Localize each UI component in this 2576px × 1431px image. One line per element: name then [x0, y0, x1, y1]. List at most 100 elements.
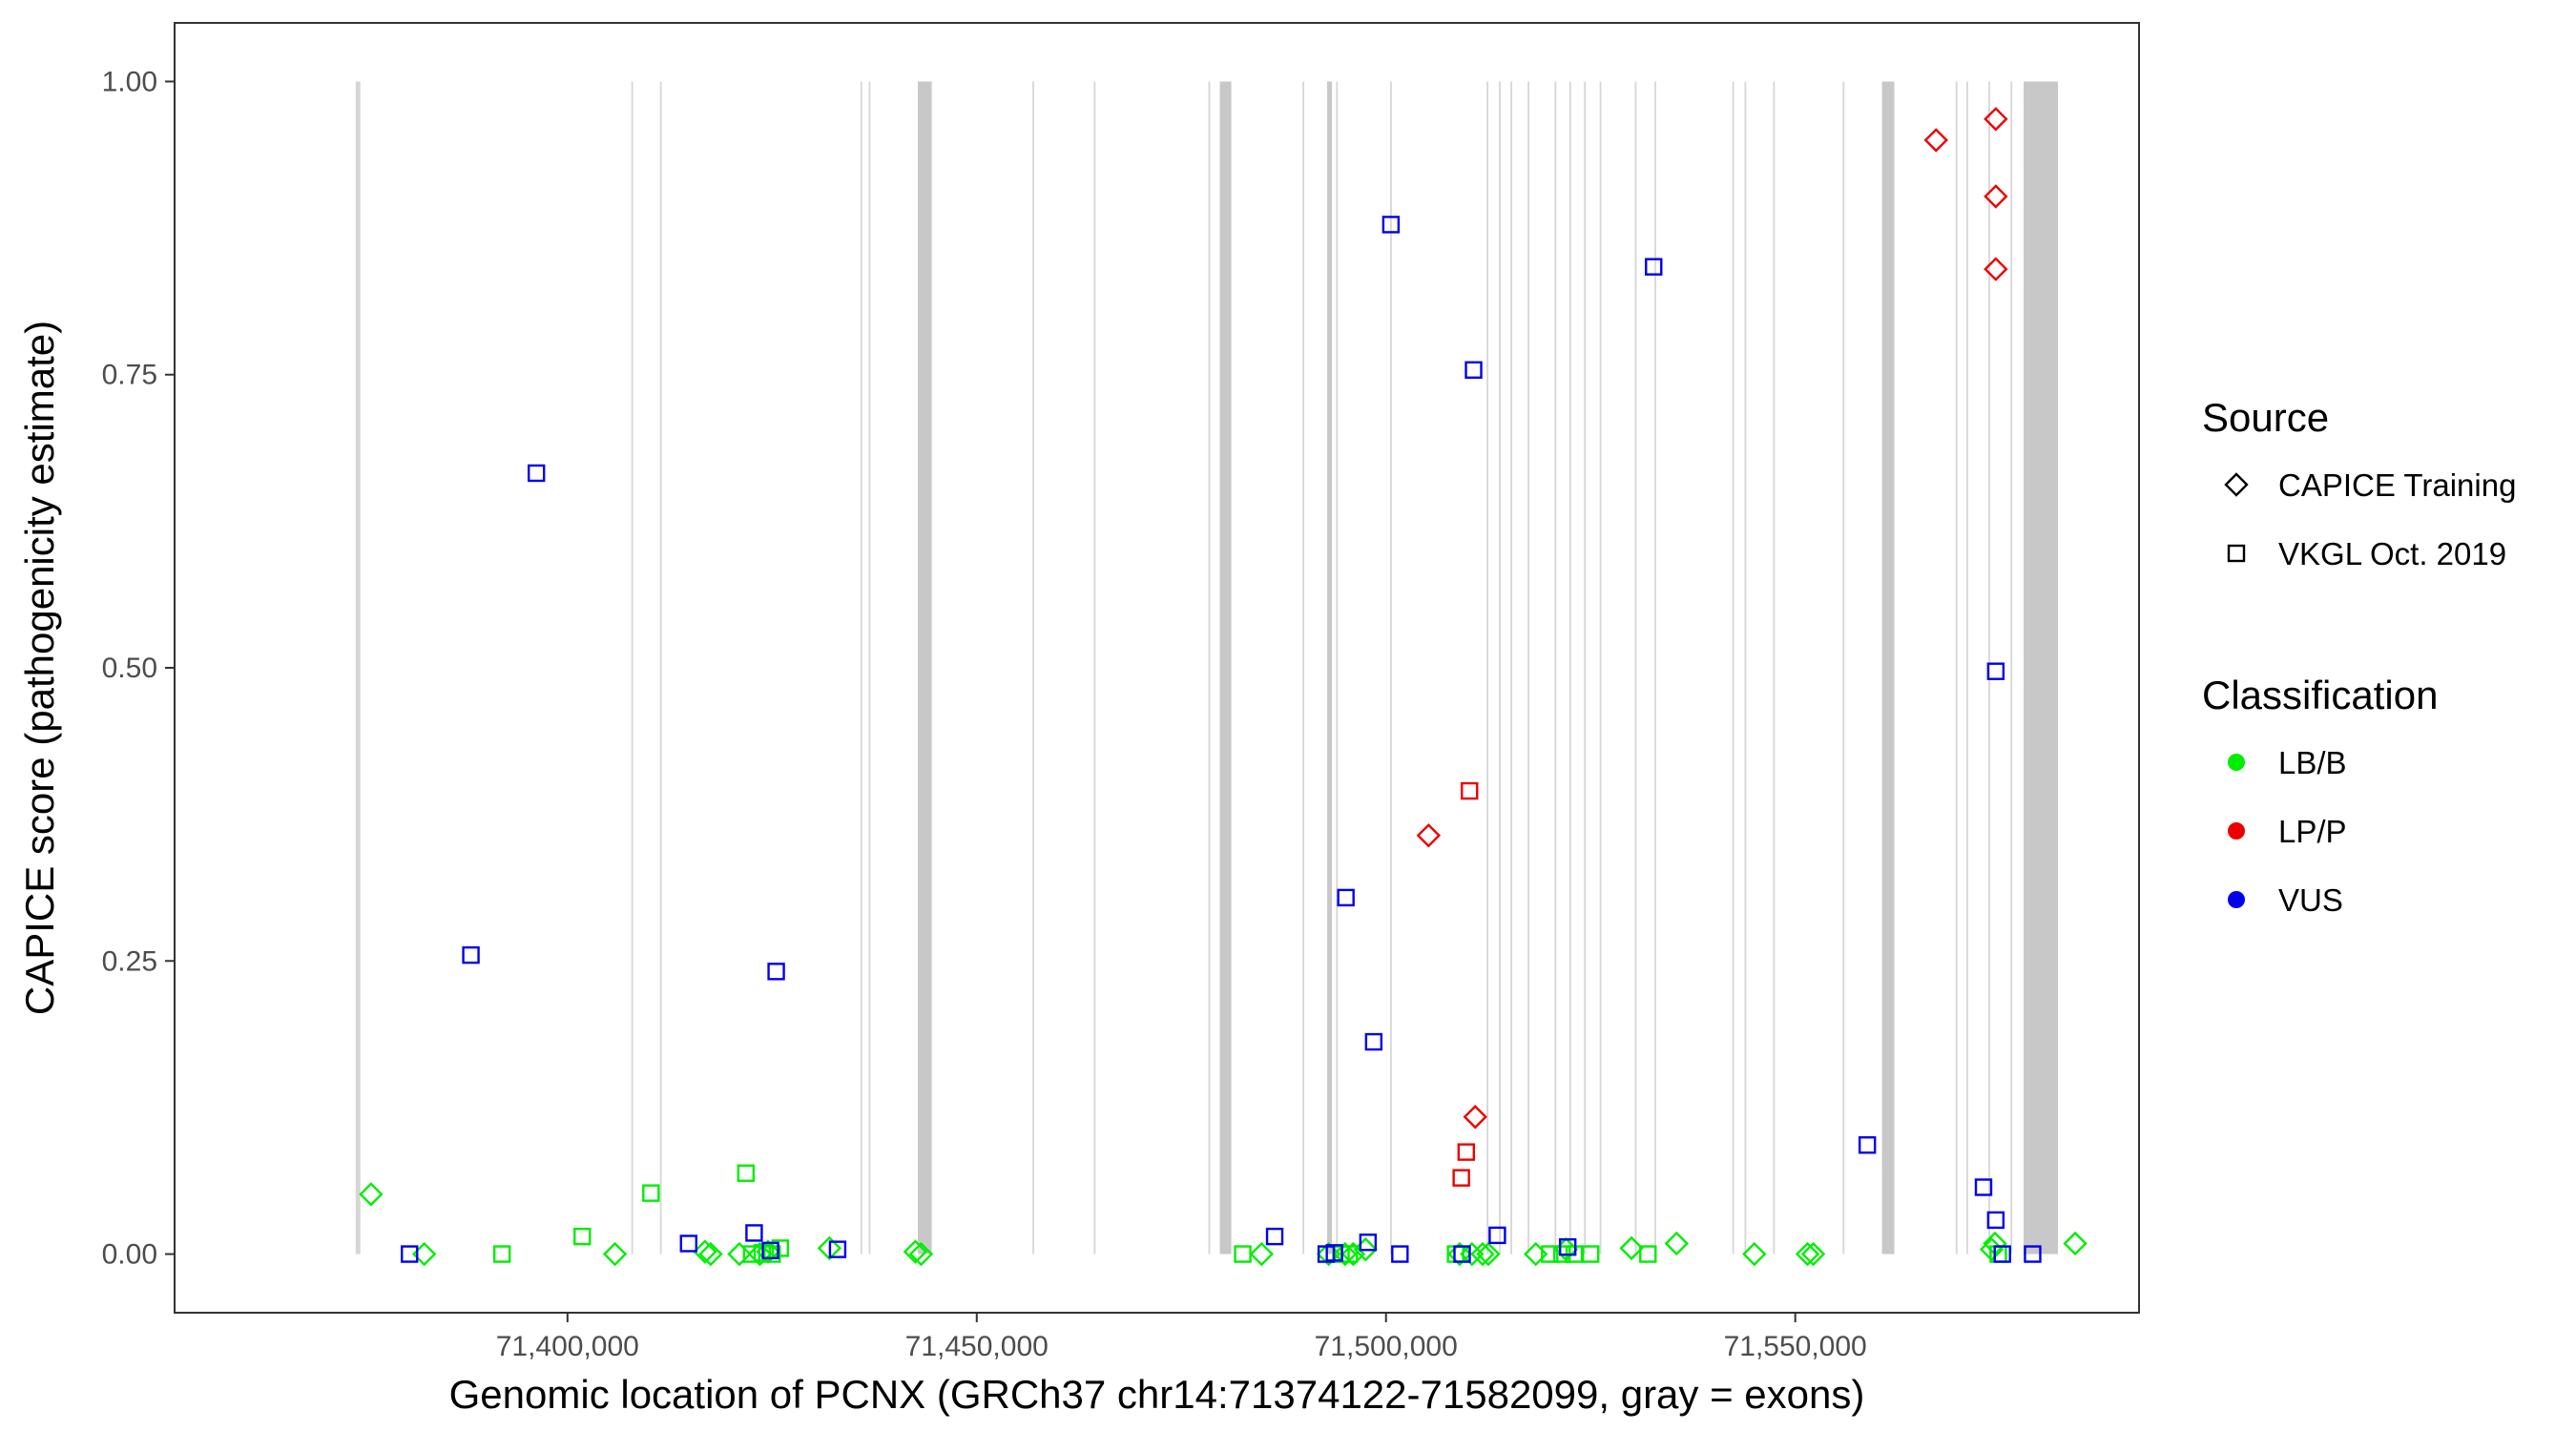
- legend-source-label: VKGL Oct. 2019: [2278, 536, 2506, 571]
- data-point-lbb-diamond: [602, 1241, 628, 1267]
- data-point-vus-square: [767, 963, 785, 981]
- exon-band: [631, 81, 634, 1255]
- exon-band: [2024, 81, 2059, 1255]
- exon-band: [659, 81, 662, 1255]
- legend-key-color: [2228, 891, 2245, 908]
- data-point-lbb-diamond: [1249, 1241, 1275, 1267]
- exon-band: [868, 81, 871, 1255]
- exon-band: [1842, 81, 1845, 1255]
- data-point-lbb-square: [642, 1184, 660, 1202]
- data-point-lpp-diamond: [1984, 184, 2008, 209]
- exon-band: [1654, 81, 1656, 1255]
- data-point-lbb-diamond: [817, 1235, 842, 1261]
- data-point-vus-square: [1337, 888, 1355, 907]
- data-point-vus-square: [1558, 1237, 1577, 1256]
- data-point-vus-square: [761, 1241, 779, 1260]
- data-point-vus-square: [1391, 1245, 1409, 1263]
- exon-band: [1634, 81, 1637, 1255]
- x-axis-title: Genomic location of PCNX (GRCh37 chr14:7…: [449, 1372, 1865, 1417]
- data-point-lpp-diamond: [1984, 257, 2008, 281]
- legend-key-diamond: [2224, 472, 2249, 497]
- data-point-vus-square: [1465, 361, 1483, 380]
- data-point-lbb-diamond: [1619, 1235, 1644, 1261]
- x-tick-label: 71,400,000: [496, 1331, 639, 1362]
- data-point-vus-square: [745, 1224, 763, 1242]
- data-point-lbb-diamond: [698, 1241, 723, 1267]
- exon-band: [1881, 81, 1895, 1255]
- exon-band: [1599, 81, 1602, 1255]
- data-point-vus-square: [1986, 1211, 2005, 1230]
- plot-panel: [175, 23, 2139, 1313]
- legend-key-square: [2227, 544, 2246, 563]
- data-point-lbb-square: [1541, 1245, 1559, 1263]
- data-point-lbb-diamond: [1333, 1241, 1358, 1267]
- exon-band: [1568, 81, 1571, 1255]
- data-point-lbb-diamond: [1795, 1241, 1820, 1267]
- exon-band: [860, 81, 862, 1255]
- exon-band: [1965, 81, 1968, 1255]
- y-tick-label: 1.00: [102, 66, 157, 97]
- y-tick-label: 0.50: [102, 653, 157, 684]
- data-point-lpp-square: [1461, 781, 1479, 800]
- exon-band: [2010, 81, 2013, 1255]
- legend-source-label: CAPICE Training: [2278, 467, 2516, 503]
- data-point-lbb-square: [1234, 1245, 1252, 1263]
- data-point-lpp-diamond: [1923, 128, 1948, 153]
- data-point-vus-square: [1325, 1244, 1343, 1262]
- legend-classification-items: LB/B LP/P VUS: [2228, 745, 2347, 918]
- exon-band: [1499, 81, 1501, 1255]
- data-point-vus-square: [527, 464, 546, 483]
- exon-band: [1554, 81, 1557, 1255]
- data-point-lbb-diamond: [1470, 1241, 1495, 1267]
- exon-band: [1219, 81, 1232, 1255]
- legend-source-title: Source: [2202, 395, 2329, 440]
- legend-source-items: CAPICE Training VKGL Oct. 2019: [2224, 467, 2516, 571]
- axes: 0.00 0.25 0.50 0.75 1.00 71,400,000 71,450,000…: [102, 66, 1867, 1362]
- data-point-vus-square: [1974, 1178, 1993, 1196]
- exon-band: [917, 81, 932, 1255]
- data-point-vus-square: [1645, 258, 1663, 276]
- legend-classification-title: Classification: [2202, 673, 2438, 717]
- exon-band: [1744, 81, 1747, 1255]
- data-point-vus-square: [1381, 216, 1401, 234]
- data-point-lbb-diamond: [2063, 1231, 2088, 1256]
- data-point-lbb-diamond: [908, 1241, 934, 1267]
- data-point-lbb-square: [742, 1245, 761, 1263]
- x-tick-label: 71,450,000: [905, 1331, 1049, 1362]
- legend-classification-label: VUS: [2278, 882, 2343, 918]
- data-point-lbb-square: [1581, 1245, 1600, 1263]
- data-point-lbb-square: [492, 1245, 511, 1263]
- legend-key-color: [2228, 822, 2245, 840]
- exon-band: [1486, 81, 1489, 1255]
- data-point-lbb-diamond: [1316, 1241, 1341, 1267]
- data-point-vus-square: [462, 945, 480, 964]
- data-point-vus-square: [1364, 1032, 1383, 1051]
- data-point-lpp-diamond: [1416, 823, 1442, 848]
- data-point-lbb-diamond: [1800, 1241, 1826, 1267]
- exon-band: [1510, 81, 1512, 1255]
- exon-band: [1584, 81, 1587, 1255]
- exon-band: [1093, 81, 1096, 1255]
- data-point-lbb-diamond: [747, 1241, 773, 1267]
- data-point-lbb-diamond: [727, 1241, 752, 1267]
- y-tick-label: 0.00: [102, 1239, 157, 1271]
- exon-band: [1773, 81, 1776, 1255]
- data-point-vus-square: [1265, 1227, 1284, 1246]
- data-point-lbb-diamond: [1447, 1241, 1472, 1267]
- data-point-lbb-square: [1639, 1245, 1657, 1263]
- data-point-lbb-square: [737, 1164, 756, 1182]
- data-point-lbb-diamond: [903, 1239, 928, 1264]
- x-tick-label: 71,500,000: [1315, 1331, 1458, 1362]
- data-point-vus-square: [1488, 1226, 1506, 1245]
- legend: Source CAPICE Training VKGL Oct. 2019 Cla…: [2202, 395, 2516, 918]
- y-axis-title: CAPICE score (pathogenicity estimate): [17, 321, 62, 1015]
- data-point-lbb-diamond: [1353, 1236, 1378, 1262]
- data-point-lbb-diamond: [1664, 1231, 1689, 1256]
- data-point-lbb-diamond: [1742, 1241, 1767, 1267]
- exon-band: [1302, 81, 1305, 1255]
- legend-classification-label: LB/B: [2278, 745, 2347, 780]
- data-point-vus-square: [828, 1240, 847, 1258]
- legend-classification-label: LP/P: [2278, 814, 2347, 849]
- x-tick-label: 71,550,000: [1724, 1331, 1867, 1362]
- legend-key-color: [2228, 754, 2245, 771]
